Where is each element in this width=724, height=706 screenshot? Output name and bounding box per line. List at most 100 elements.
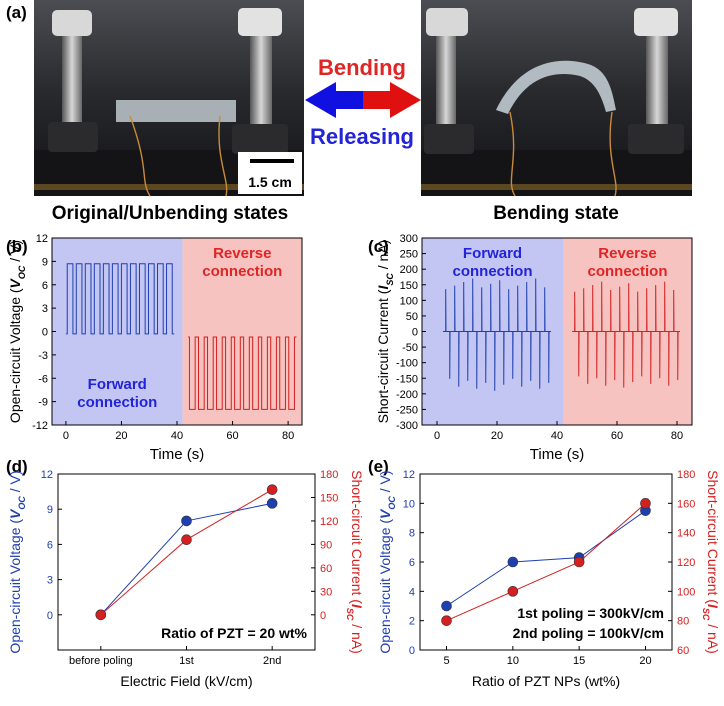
x-tick-label: 40 — [551, 430, 563, 442]
y-left-axis-label: Open-circuit Voltage (VOC / V) — [377, 470, 397, 653]
x-tick-label: 80 — [282, 430, 294, 442]
x-tick-label: 15 — [573, 655, 585, 667]
region-label: connection — [202, 263, 282, 280]
data-point-red — [95, 609, 107, 621]
y-tick-label: 200 — [400, 264, 418, 276]
y-right-axis-label: Short-circuit Current (ISC / nA) — [701, 470, 721, 654]
data-point-red — [640, 498, 651, 509]
bending-arrow — [305, 82, 421, 118]
x-tick-label: 60 — [611, 430, 623, 442]
x-tick-label: 1st — [179, 655, 194, 667]
y-left-tick-label: 8 — [409, 528, 415, 540]
y-left-axis-label: Open-circuit Voltage (VOC / V) — [7, 470, 27, 653]
series-line-blue — [65, 263, 175, 335]
y-left-tick-label: 4 — [409, 586, 415, 598]
y-axis-label: Open-circuit Voltage (VOC / V) — [7, 240, 27, 423]
data-point-red — [441, 615, 452, 626]
y-right-tick-label: 0 — [320, 610, 326, 622]
y-tick-label: -150 — [396, 373, 418, 385]
y-tick-label: 3 — [42, 303, 48, 315]
y-tick-label: -250 — [396, 404, 418, 416]
y-left-tick-label: 0 — [409, 645, 415, 657]
y-right-tick-label: 120 — [320, 516, 338, 528]
x-tick-label: 40 — [171, 430, 183, 442]
y-tick-label: -9 — [38, 397, 48, 409]
panel-label-e: (e) — [368, 457, 389, 476]
y-left-tick-label: 6 — [409, 557, 415, 569]
y-left-tick-label: 12 — [41, 469, 53, 481]
y-right-tick-label: 30 — [320, 586, 332, 598]
panel-label-d: (d) — [6, 457, 28, 476]
series-line-red — [188, 336, 297, 410]
series-line-red — [572, 281, 680, 388]
x-tick-label: 20 — [115, 430, 127, 442]
device-film-bent — [496, 60, 616, 114]
y-tick-label: 0 — [42, 327, 48, 339]
caption-bending: Bending state — [493, 203, 619, 224]
photo-unbending: 1.5 cm — [34, 0, 304, 197]
y-tick-label: 9 — [42, 256, 48, 268]
y-tick-label: -100 — [396, 358, 418, 370]
region-red — [182, 238, 302, 425]
region-label: connection — [452, 263, 532, 280]
x-axis-label: Time (s) — [530, 446, 584, 463]
data-point-red — [266, 484, 278, 495]
device-film-flat — [116, 100, 236, 122]
x-tick-label: 10 — [507, 655, 519, 667]
y-right-axis-label: Short-circuit Current (ISC / nA) — [345, 470, 365, 654]
panel-label-c: (c) — [368, 237, 389, 256]
y-right-tick-label: 180 — [320, 469, 338, 481]
y-tick-label: 150 — [400, 280, 418, 292]
y-tick-label: -12 — [32, 420, 48, 432]
data-point-blue — [441, 600, 452, 612]
chart-pzt-ratio: 0 2 4 6 8 10 12 60 80 100 120 140 160 180 5 10 15 20 1st p… — [377, 469, 721, 689]
data-point-blue — [181, 515, 192, 527]
scale-bar-label: 1.5 cm — [248, 174, 292, 190]
y-tick-label: 250 — [400, 249, 418, 261]
x-tick-label: 2nd — [263, 655, 281, 667]
region-label: connection — [77, 394, 157, 411]
y-tick-label: -6 — [38, 373, 48, 385]
y-right-tick-label: 180 — [677, 469, 695, 481]
arrow-label-bending: Bending — [318, 55, 406, 80]
x-tick-label: 20 — [639, 655, 651, 667]
plot-frame — [419, 473, 673, 651]
data-point-red — [181, 534, 192, 546]
panel-label-a: (a) — [6, 3, 27, 22]
x-tick-label: 5 — [443, 655, 449, 667]
clamp-left-bent — [424, 8, 474, 154]
data-point-red — [507, 586, 519, 597]
y-tick-label: 0 — [412, 327, 418, 339]
y-right-tick-label: 150 — [320, 492, 338, 504]
x-axis-label: Electric Field (kV/cm) — [120, 673, 252, 689]
y-right-tick-label: 80 — [677, 616, 689, 628]
y-left-tick-label: 2 — [409, 616, 415, 628]
region-label: Forward — [88, 376, 147, 393]
y-tick-label: 6 — [42, 280, 48, 292]
y-left-tick-label: 6 — [47, 539, 53, 551]
region-blue — [52, 238, 183, 425]
y-tick-label: -200 — [396, 389, 418, 401]
x-tick-label: 20 — [491, 430, 503, 442]
data-point-blue — [266, 498, 278, 509]
clamp-right-bent — [628, 8, 684, 154]
y-tick-label: -300 — [396, 420, 418, 432]
data-point-blue — [507, 556, 519, 568]
region-label: Reverse — [598, 245, 656, 262]
y-tick-label: 100 — [400, 295, 418, 307]
x-axis-label: Time (s) — [150, 446, 204, 463]
y-right-tick-label: 90 — [320, 539, 332, 551]
x-tick-label: before poling — [69, 655, 133, 667]
y-right-tick-label: 100 — [677, 586, 695, 598]
region-label: connection — [587, 263, 667, 280]
y-right-tick-label: 60 — [320, 563, 332, 575]
y-axis-label: Short-circuit Current (ISC / nA) — [375, 240, 395, 424]
x-tick-label: 80 — [671, 430, 683, 442]
clamp-left — [48, 10, 98, 152]
y-tick-label: 50 — [406, 311, 418, 323]
photo-bending — [421, 0, 692, 197]
y-right-tick-label: 120 — [677, 557, 695, 569]
